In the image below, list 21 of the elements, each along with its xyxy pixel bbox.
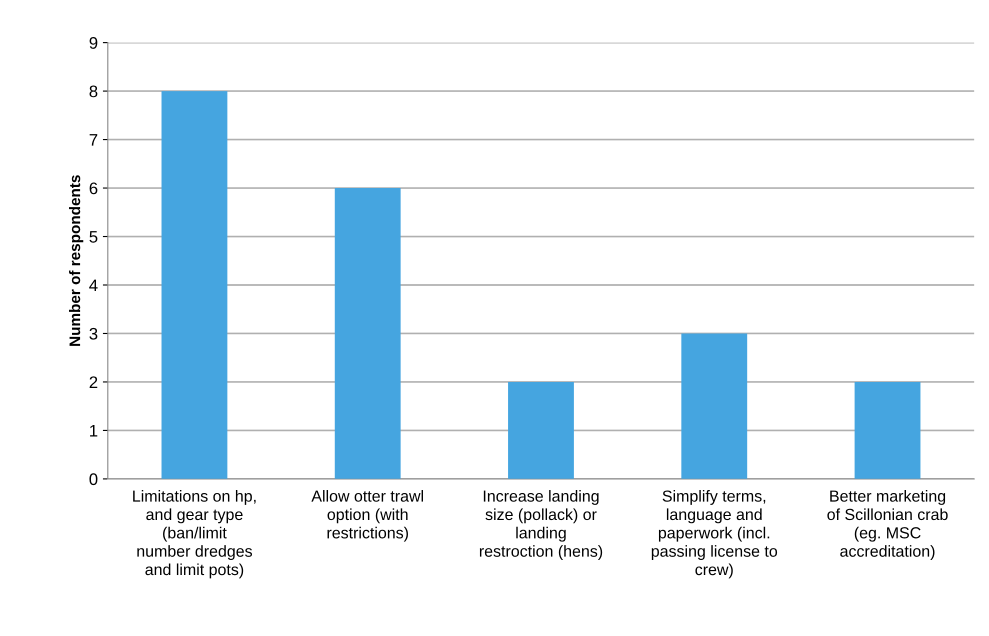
y-tick-label: 6 [90,182,98,194]
x-tick-label: Limitations on hp, and gear type (ban/limit number dredges and limit pots) [133,490,256,578]
x-tick-label: Allow otter trawl option (with restrictions) [311,490,424,542]
bar [854,382,920,479]
x-tick-label: Simplify terms, language and paperwork (incl. passing license to crew) [652,490,778,578]
y-tick-label: 1 [90,425,98,436]
y-tick-label: 7 [90,134,98,146]
y-tick-label: 4 [89,280,98,292]
y-tick-label: 5 [89,231,98,243]
bar [162,91,228,479]
y-tick-label: 8 [90,85,98,98]
y-tick-label: 2 [90,376,98,388]
y-tick-label: 3 [89,328,98,340]
y-tick-label: 0 [89,473,98,486]
bar [681,333,748,479]
y-tick-label: 9 [90,37,98,49]
bar [334,188,401,479]
y-axis-title: Number of respondents [69,175,84,346]
x-tick-label: Increase landing size (pollack) or landing restroction (hens) [480,490,602,560]
x-tick-label: Better marketing of Scillonian crab (eg. MSC accreditation) [827,490,948,560]
bar [508,382,574,479]
